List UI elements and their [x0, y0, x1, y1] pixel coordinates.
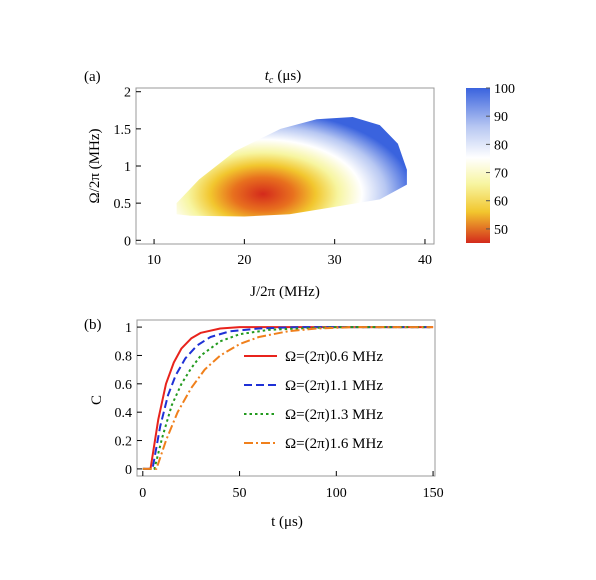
panel-b-ytick-label: 0.8 [115, 349, 133, 364]
panel-a-xtick-label: 20 [237, 253, 251, 268]
colorbar-ticks: 50 60 70 80 90 100 [486, 82, 515, 238]
panel-a-ticks: 10 20 30 40 0 0.5 1 1.5 2 [114, 86, 432, 268]
colorbar [466, 88, 490, 243]
panel-a-title-unit: (μs) [277, 68, 301, 84]
series-line-2 [142, 326, 434, 470]
panel-a-ytick-label: 1.5 [114, 123, 132, 138]
colorbar-tick-label: 100 [494, 82, 515, 97]
heatmap-region [176, 117, 407, 217]
panel-a-ytick-label: 0 [124, 234, 131, 249]
series-line-1 [142, 326, 434, 470]
panel-a-xlabel: J/2π (MHz) [250, 284, 320, 300]
legend-label-1: Ω=(2π)0.6 MHz [285, 349, 383, 365]
panel-a-title-subscript: c [269, 75, 274, 86]
legend: Ω=(2π)0.6 MHz Ω=(2π)1.1 MHz Ω=(2π)1.3 MHz Ω… [244, 349, 383, 452]
panel-b-ytick-label: 0.6 [115, 378, 133, 393]
panel-b-series [142, 326, 434, 470]
panel-b-xtick-label: 50 [233, 486, 247, 501]
colorbar-tick-label: 50 [494, 223, 508, 238]
legend-label-4: Ω=(2π)1.6 MHz [285, 436, 383, 452]
panel-a-label: (a) [84, 69, 101, 85]
colorbar-tick-label: 80 [494, 138, 508, 153]
panel-b: (b) 0 50 100 150 0 0.2 0.4 0.6 0.8 1 Ω=(2π)0.6 MH… [84, 317, 444, 530]
panel-b-xtick-label: 0 [139, 486, 146, 501]
panel-a-xtick-label: 40 [418, 253, 432, 268]
series-line-3 [142, 326, 434, 470]
heatmap-area [176, 117, 407, 217]
panel-b-ticks: 0 50 100 150 0 0.2 0.4 0.6 0.8 1 [115, 321, 444, 501]
panel-a-title-symbol: t [265, 68, 270, 84]
panel-b-xlabel: t (μs) [271, 514, 303, 530]
panel-b-xtick-label: 150 [423, 486, 444, 501]
panel-b-xtick-label: 100 [326, 486, 347, 501]
panel-b-ytick-label: 0 [125, 463, 132, 478]
panel-b-ytick-label: 0.4 [115, 406, 133, 421]
panel-a-title: tc (μs) [265, 68, 302, 86]
panel-a-ylabel: Ω/2π (MHz) [87, 129, 103, 204]
panel-b-ytick-label: 1 [125, 321, 132, 336]
legend-label-2: Ω=(2π)1.1 MHz [285, 378, 383, 394]
panel-a-xtick-label: 30 [328, 253, 342, 268]
panel-b-ylabel: C [89, 395, 105, 405]
panel-b-label: (b) [84, 317, 102, 333]
panel-b-ytick-label: 0.2 [115, 435, 133, 450]
colorbar-tick-label: 60 [494, 195, 508, 210]
panel-a-ytick-label: 2 [124, 86, 131, 101]
panel-a-ytick-label: 1 [124, 160, 131, 175]
panel-a-ytick-label: 0.5 [114, 197, 132, 212]
colorbar-tick-label: 70 [494, 167, 508, 182]
panel-a-xtick-label: 10 [147, 253, 161, 268]
panel-b-frame [136, 319, 436, 477]
colorbar-tick-label: 90 [494, 110, 508, 125]
legend-label-3: Ω=(2π)1.3 MHz [285, 407, 383, 423]
